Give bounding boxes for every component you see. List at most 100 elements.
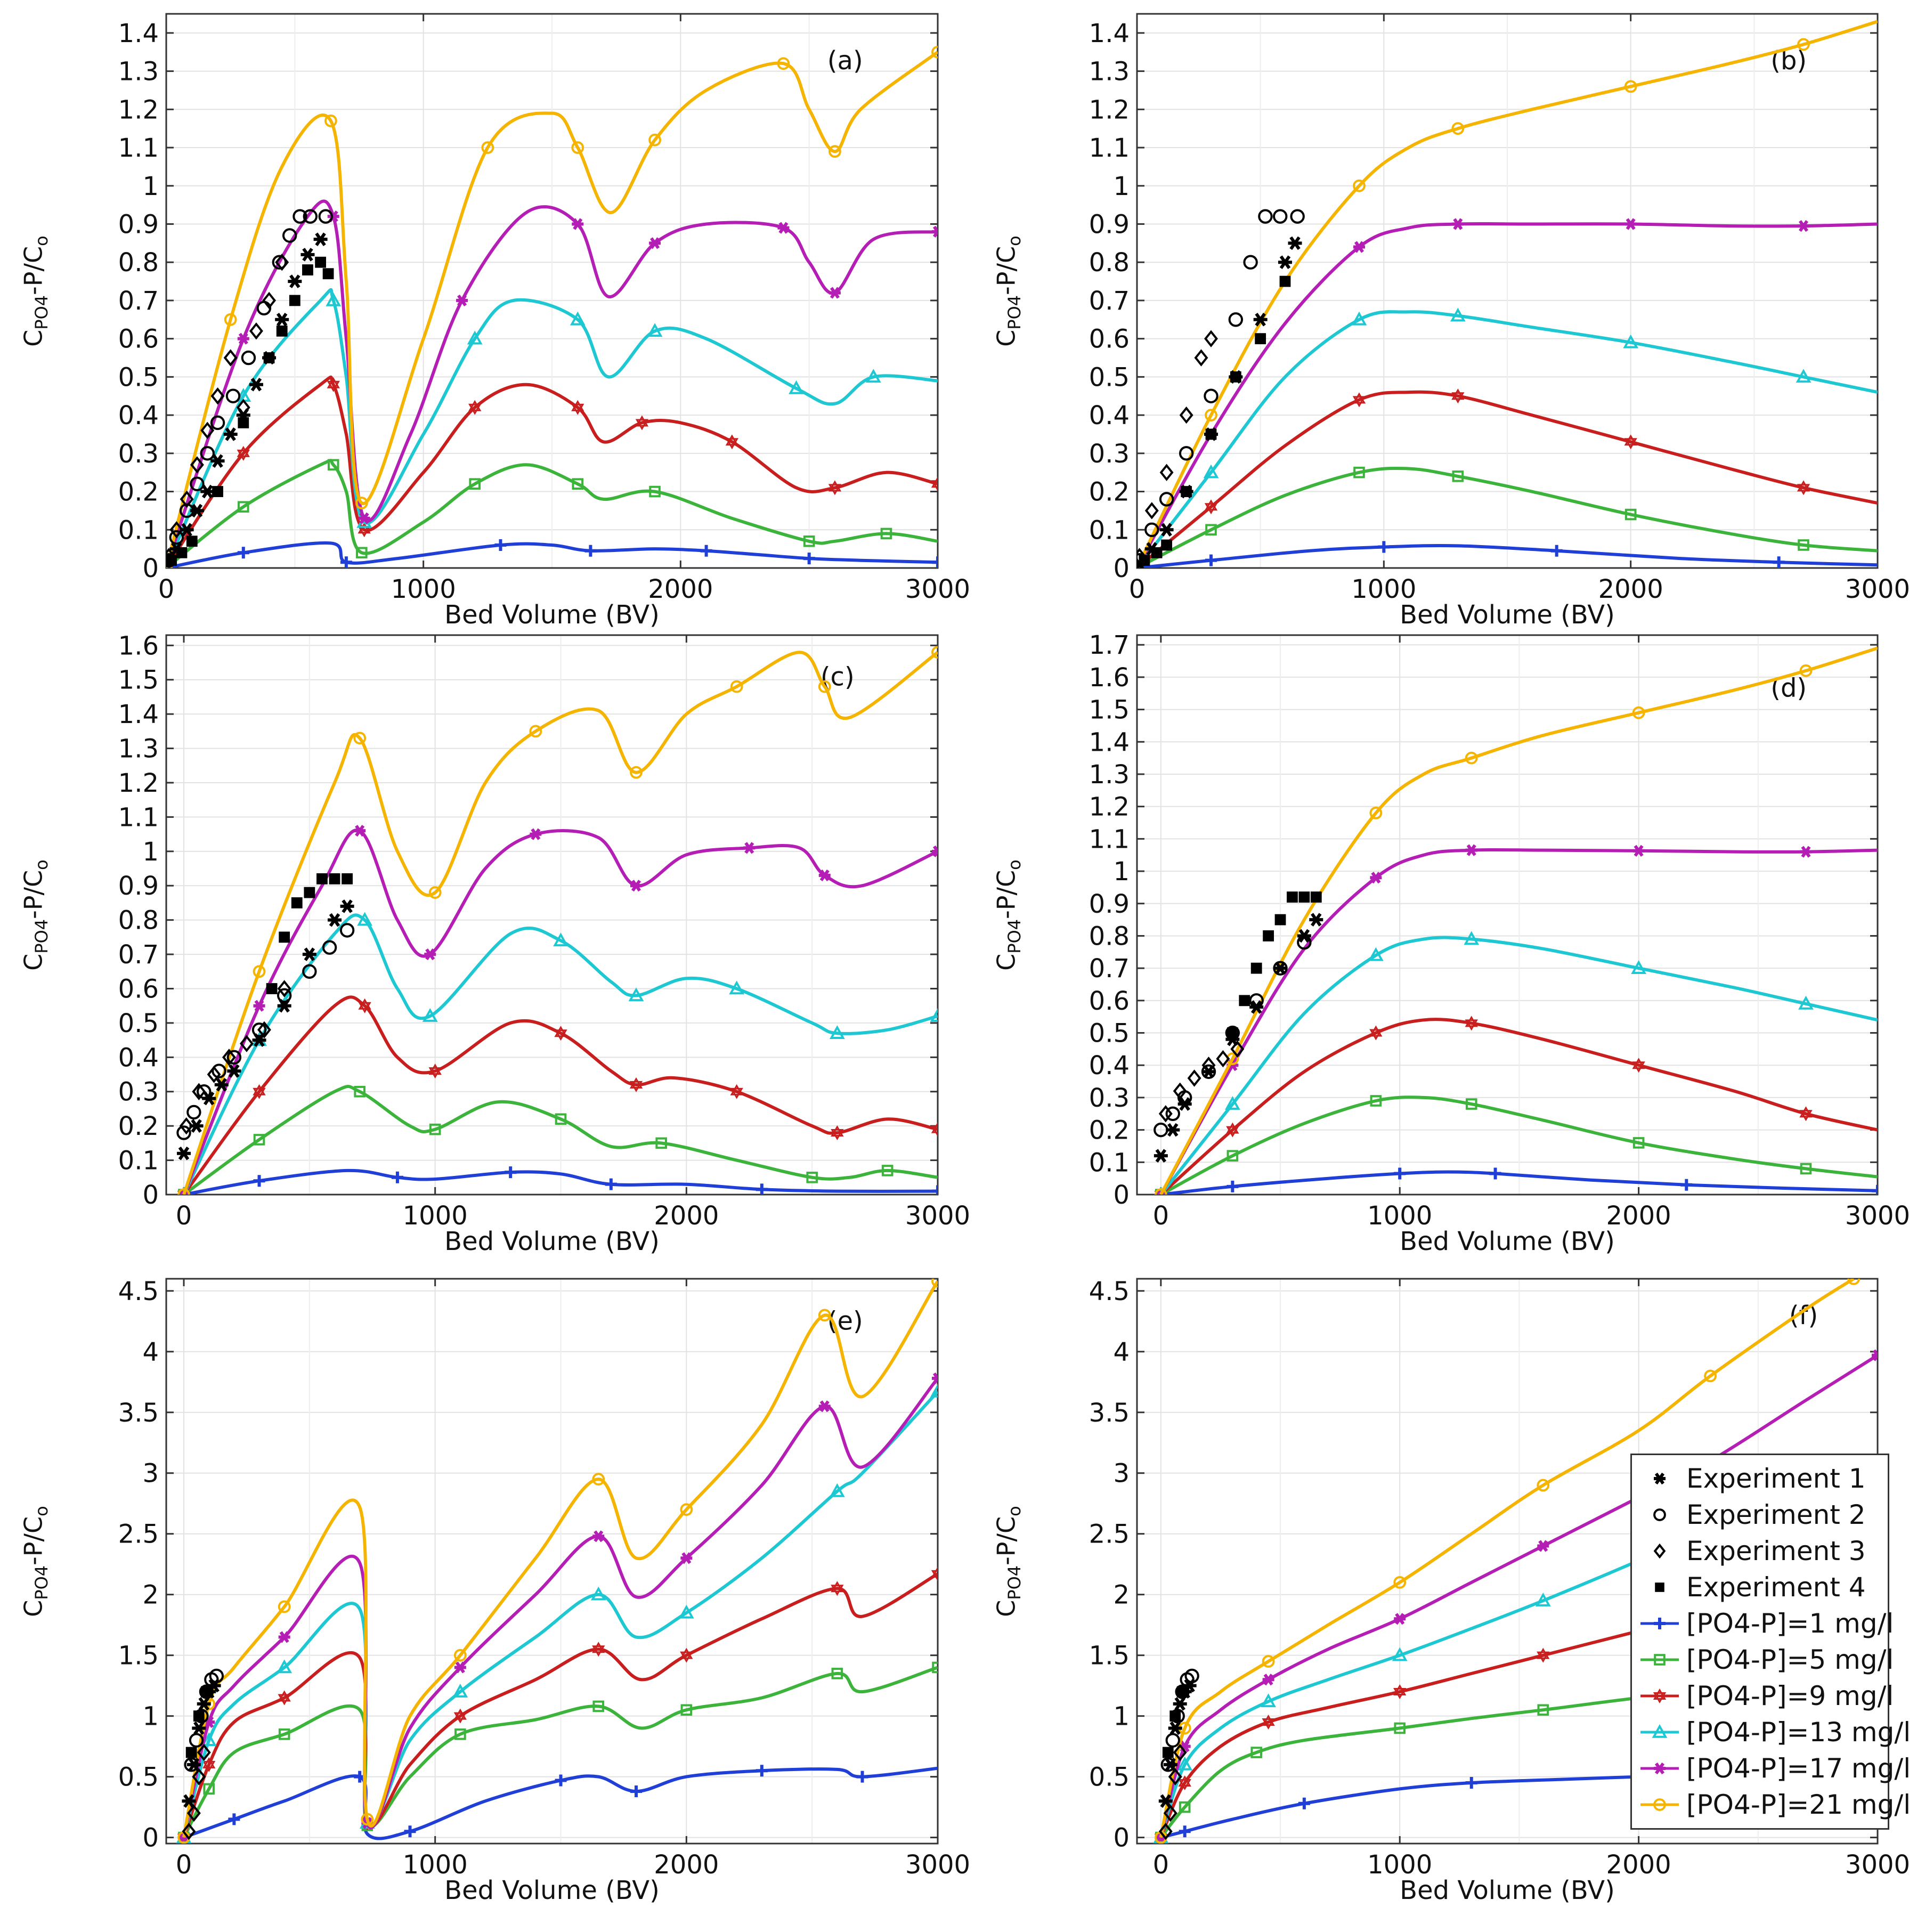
series-marker bbox=[856, 1771, 868, 1783]
experiment-point bbox=[200, 421, 215, 439]
experiment-point bbox=[197, 1084, 212, 1099]
legend-entry: Experiment 2 bbox=[1638, 1497, 1881, 1533]
experiment-point bbox=[302, 947, 316, 961]
series-marker bbox=[729, 980, 745, 995]
y-tick-label: 0.2 bbox=[1089, 1116, 1130, 1146]
y-tick-label: 2.5 bbox=[1089, 1520, 1130, 1549]
experiment-point bbox=[226, 1050, 242, 1065]
experiment-point bbox=[303, 209, 318, 224]
series-marker bbox=[1632, 845, 1645, 857]
x-tick-label: 1000 bbox=[403, 1850, 468, 1880]
legend-label: [PO4-P]=9 mg/l bbox=[1686, 1681, 1894, 1711]
series-marker bbox=[177, 1188, 190, 1195]
experiment-point bbox=[1230, 1040, 1245, 1058]
experiment-point bbox=[1151, 547, 1163, 558]
series-marker bbox=[237, 445, 250, 461]
plot-area bbox=[1153, 1279, 1878, 1844]
experiment-point bbox=[1159, 464, 1174, 481]
experiment-point bbox=[1263, 930, 1274, 941]
experiment-point bbox=[1194, 349, 1208, 367]
y-tick-label: 0 bbox=[1113, 1823, 1130, 1853]
axes-frame bbox=[1136, 634, 1879, 1196]
series-marker bbox=[1452, 470, 1464, 482]
y-tick-label: 1.3 bbox=[1089, 760, 1130, 790]
y-tick-label: 1.1 bbox=[118, 802, 159, 832]
series-marker bbox=[1798, 995, 1814, 1010]
axes-frame bbox=[165, 1278, 939, 1845]
experiment-point bbox=[276, 325, 288, 337]
experiment-point bbox=[1278, 255, 1292, 269]
legend-marker bbox=[1653, 1508, 1666, 1521]
series-marker bbox=[453, 1649, 467, 1662]
series-marker bbox=[224, 313, 237, 326]
series-marker bbox=[629, 1077, 643, 1092]
experiment-point bbox=[277, 980, 291, 997]
series-marker bbox=[678, 1604, 694, 1619]
plot-area bbox=[1154, 646, 1878, 1195]
experiment-point bbox=[262, 291, 277, 310]
axes-frame bbox=[165, 13, 939, 569]
y-tick-label: 0.6 bbox=[118, 324, 159, 354]
series-marker bbox=[725, 434, 739, 450]
series-marker bbox=[1489, 1167, 1501, 1180]
experiment-point bbox=[289, 295, 300, 306]
series-marker bbox=[253, 1175, 265, 1187]
experiment-point bbox=[275, 254, 289, 271]
experiment-point bbox=[190, 476, 205, 491]
y-tick-label: 0.6 bbox=[118, 974, 159, 1004]
axes-frame bbox=[1136, 13, 1879, 569]
series-marker bbox=[1204, 499, 1218, 515]
legend-swatch bbox=[1640, 1618, 1679, 1629]
experiment-point bbox=[1154, 1149, 1168, 1163]
y-tick-label: 0.1 bbox=[118, 1146, 159, 1176]
x-tick-label: 0 bbox=[1153, 1201, 1169, 1231]
experiment-point bbox=[210, 415, 225, 431]
x-tick-label: 0 bbox=[1153, 1850, 1169, 1880]
series-marker bbox=[253, 1084, 266, 1099]
series-marker bbox=[647, 323, 663, 337]
experiment-point bbox=[1204, 388, 1219, 403]
y-tick-label: 1 bbox=[142, 172, 159, 201]
series-marker bbox=[1394, 1613, 1406, 1625]
series-marker bbox=[932, 225, 938, 238]
series-marker bbox=[803, 553, 815, 565]
series-marker bbox=[1465, 1016, 1478, 1031]
y-tick-label: 0.3 bbox=[118, 1077, 159, 1107]
series-marker bbox=[1797, 480, 1810, 496]
series-marker bbox=[648, 133, 661, 147]
x-axis-label: Bed Volume (BV) bbox=[1400, 1227, 1615, 1256]
experiment-point bbox=[1298, 891, 1310, 903]
x-tick-label: 0 bbox=[158, 574, 175, 604]
series-marker bbox=[1797, 38, 1810, 51]
experiment-point bbox=[1176, 1686, 1188, 1698]
legend-marker bbox=[1652, 1724, 1668, 1738]
series-marker bbox=[468, 400, 482, 415]
y-tick-label: 4 bbox=[1113, 1337, 1130, 1367]
y-tick-label: 1 bbox=[1113, 1702, 1130, 1732]
legend-marker bbox=[1653, 1689, 1667, 1703]
experiment-point bbox=[288, 274, 302, 288]
series-line bbox=[1159, 646, 1878, 1195]
experiment-point bbox=[1225, 1025, 1240, 1041]
y-tick-label: 1.3 bbox=[1089, 57, 1130, 87]
x-tick-label: 0 bbox=[176, 1850, 192, 1880]
y-tick-label: 2 bbox=[142, 1580, 159, 1610]
series-line bbox=[1159, 1526, 1711, 1838]
series-line bbox=[1160, 1170, 1878, 1195]
experiment-point bbox=[1165, 1106, 1180, 1121]
experiment-point bbox=[182, 1822, 196, 1840]
experiment-point bbox=[1165, 1733, 1180, 1748]
x-tick-label: 2000 bbox=[654, 1850, 719, 1880]
experiment-point bbox=[241, 350, 256, 366]
series-marker bbox=[831, 1125, 844, 1141]
series-marker bbox=[354, 825, 366, 837]
series-marker bbox=[324, 114, 337, 127]
legend-swatch bbox=[1653, 1508, 1666, 1521]
experiment-point bbox=[239, 1035, 254, 1052]
x-tick-label: 1000 bbox=[1367, 1850, 1432, 1880]
experiment-point bbox=[1279, 275, 1291, 287]
legend-entry: [PO4-P]=17 mg/l bbox=[1638, 1750, 1911, 1787]
y-tick-label: 1.7 bbox=[1089, 630, 1130, 660]
experiment-point bbox=[1204, 330, 1218, 347]
x-tick-label: 3000 bbox=[1845, 1850, 1910, 1880]
